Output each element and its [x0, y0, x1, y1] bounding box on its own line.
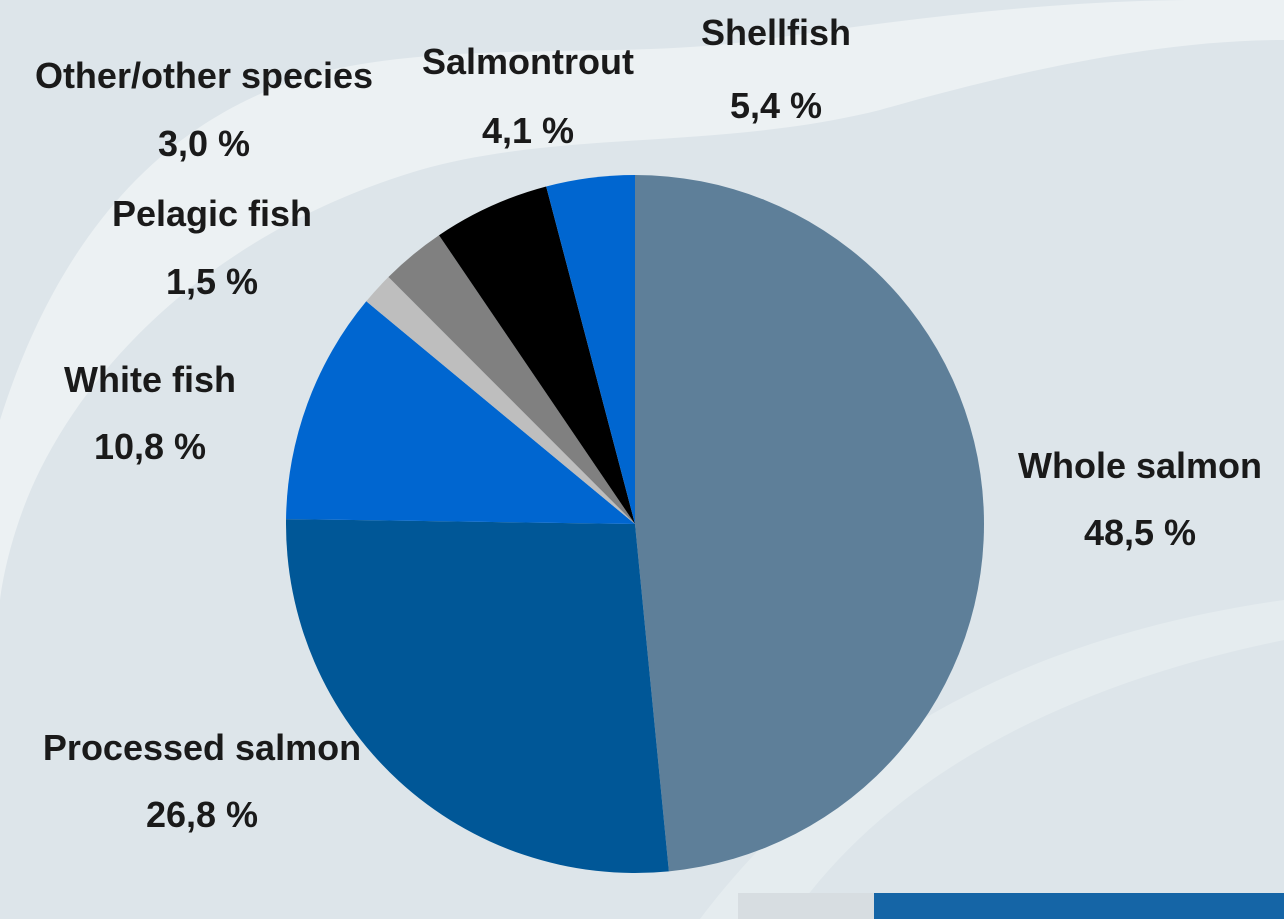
slice-name-label: White fish [64, 359, 236, 400]
slice-value-label: 10,8 % [94, 426, 206, 467]
slice-name-label: Other/other species [35, 55, 373, 96]
slice-value-label: 1,5 % [166, 261, 258, 302]
slice-label-salmontrout: Salmontrout 4,1 % [422, 41, 634, 151]
slice-name-label: Pelagic fish [112, 193, 312, 234]
pie-slices [285, 175, 985, 874]
slice-value-label: 4,1 % [482, 110, 574, 151]
pie-slice-shellfish [439, 186, 635, 525]
pie-slice-other-other-species [388, 235, 635, 525]
slice-label-pelagic-fish: Pelagic fish 1,5 % [112, 193, 312, 302]
pie-slice-salmontrout [546, 175, 635, 524]
swoosh-shape-lower [700, 600, 1284, 919]
slice-name-label: Salmontrout [422, 41, 634, 82]
slice-label-shellfish: Shellfish 5,4 % [701, 12, 851, 126]
slice-label-other-species: Other/other species 3,0 % [35, 55, 373, 164]
swoosh-shape [0, 0, 1284, 600]
slice-name-label: Whole salmon [1018, 445, 1262, 486]
slice-value-label: 48,5 % [1084, 512, 1196, 553]
pie-slice-white-fish [286, 301, 635, 524]
pie-slice-whole-salmon [635, 175, 985, 872]
badge-left-segment [738, 893, 874, 919]
slice-value-label: 5,4 % [730, 85, 822, 126]
slice-label-whole-salmon: Whole salmon 48,5 % [1018, 445, 1262, 553]
pie-slice-processed-salmon [285, 519, 669, 874]
slice-value-label: 26,8 % [146, 794, 258, 835]
pie-slice-pelagic-fish [366, 277, 635, 524]
slice-label-processed-salmon: Processed salmon 26,8 % [43, 727, 361, 835]
slice-name-label: Shellfish [701, 12, 851, 53]
slice-name-label: Processed salmon [43, 727, 361, 768]
corner-badge [738, 893, 1284, 919]
slice-value-label: 3,0 % [158, 123, 250, 164]
slice-label-white-fish: White fish 10,8 % [64, 359, 236, 467]
